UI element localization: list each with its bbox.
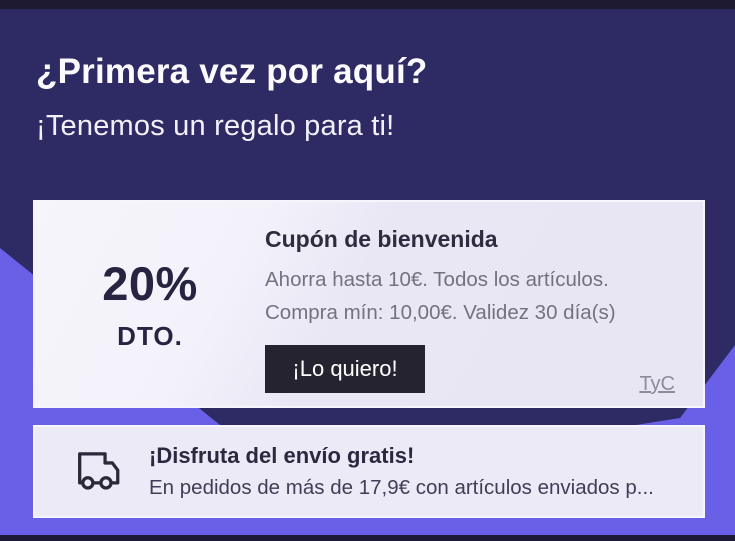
delivery-truck-icon — [67, 443, 125, 501]
terms-and-conditions-link[interactable]: TyC — [639, 373, 675, 395]
modal-subtitle: ¡Tenemos un regalo para ti! — [36, 110, 395, 142]
coupon-details: Cupón de bienvenida Ahorra hasta 10€. To… — [265, 226, 616, 393]
coupon-description-line2: Compra mín: 10,00€. Validez 30 día(s) — [265, 301, 616, 324]
shipping-description: En pedidos de más de 17,9€ con artículos… — [149, 476, 654, 499]
claim-coupon-button[interactable]: ¡Lo quiero! — [265, 345, 425, 393]
top-dark-bar — [0, 0, 735, 9]
bottom-dark-bar — [0, 535, 735, 541]
coupon-description-line1: Ahorra hasta 10€. Todos los artículos. — [265, 268, 609, 291]
shipping-text-block: ¡Disfruta del envío gratis! En pedidos d… — [149, 443, 654, 500]
free-shipping-banner: ¡Disfruta del envío gratis! En pedidos d… — [33, 425, 705, 518]
modal-title: ¿Primera vez por aquí? — [36, 52, 428, 91]
discount-label: DTO. — [117, 321, 183, 351]
coupon-card: 20% DTO. Cupón de bienvenida Ahorra hast… — [33, 200, 705, 408]
discount-value: 20% — [102, 257, 198, 310]
coupon-title: Cupón de bienvenida — [265, 226, 498, 252]
shipping-title: ¡Disfruta del envío gratis! — [149, 443, 415, 468]
discount-block: 20% DTO. — [35, 202, 265, 406]
